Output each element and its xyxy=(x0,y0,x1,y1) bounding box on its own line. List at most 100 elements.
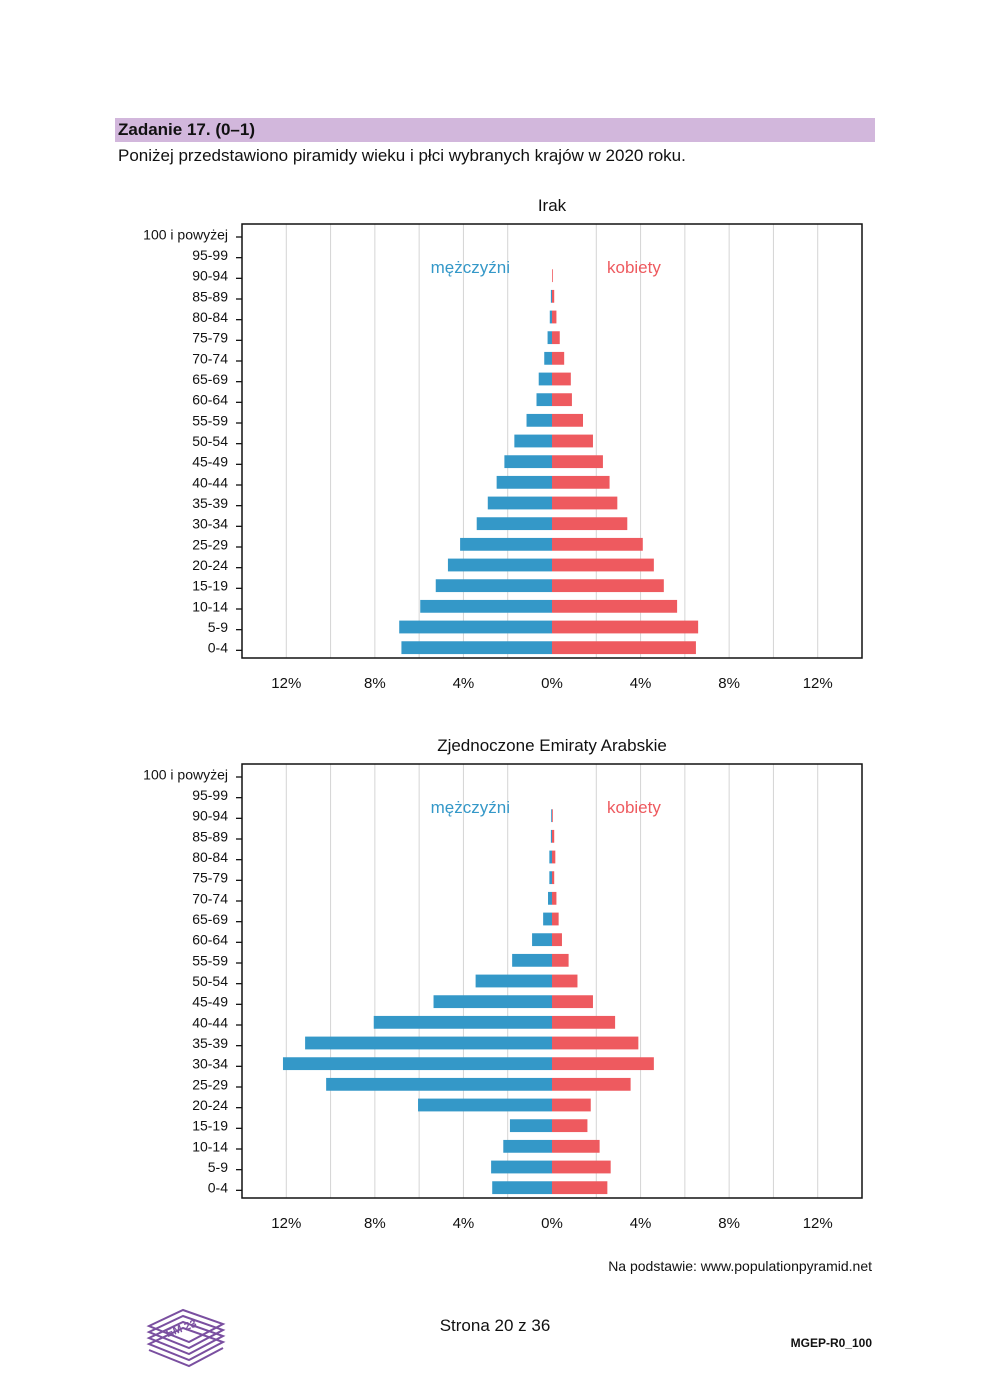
bar-female xyxy=(552,1139,600,1153)
document-code: MGEP-R0_100 xyxy=(790,1336,872,1350)
chart-title: Irak xyxy=(538,196,567,215)
legend-male: mężczyźni xyxy=(431,258,510,277)
bar-female xyxy=(552,1036,639,1050)
age-label: 45-49 xyxy=(192,994,228,1010)
legend-female: kobiety xyxy=(607,258,661,277)
x-tick-label: 8% xyxy=(364,675,386,692)
bar-male xyxy=(549,310,552,324)
age-label: 60-64 xyxy=(192,392,228,408)
age-label: 25-29 xyxy=(192,1076,228,1092)
plot-frame xyxy=(241,763,863,1199)
bar-male xyxy=(504,455,552,469)
bar-male xyxy=(538,372,552,386)
bar-female xyxy=(552,974,578,988)
bar-female xyxy=(552,1015,616,1029)
age-label: 0-4 xyxy=(208,1180,228,1196)
bar-male xyxy=(418,1098,552,1112)
bar-male xyxy=(282,1057,552,1071)
age-label: 65-69 xyxy=(192,371,228,387)
age-label: 0-4 xyxy=(208,640,228,656)
x-tick-label: 12% xyxy=(271,1215,301,1232)
x-tick-label: 0% xyxy=(541,1215,563,1232)
age-label: 15-19 xyxy=(192,1118,228,1134)
bar-male xyxy=(460,537,552,551)
bar-male xyxy=(373,1015,552,1029)
bar-male xyxy=(514,434,552,448)
bar-male xyxy=(476,517,552,531)
bar-female xyxy=(552,871,555,885)
age-label: 30-34 xyxy=(192,516,228,532)
bar-female xyxy=(552,809,553,823)
x-tick-label: 12% xyxy=(803,1215,833,1232)
age-label: 10-14 xyxy=(192,1138,228,1154)
age-label: 100 i powyżej xyxy=(143,226,228,242)
bar-female xyxy=(552,289,555,303)
age-label: 55-59 xyxy=(192,412,228,428)
bar-male xyxy=(447,558,552,572)
bar-female xyxy=(552,995,593,1009)
bar-male xyxy=(475,974,552,988)
bar-male xyxy=(305,1036,552,1050)
bar-female xyxy=(552,537,643,551)
age-label: 85-89 xyxy=(192,288,228,304)
bar-female xyxy=(552,475,610,489)
age-label: 90-94 xyxy=(192,268,228,284)
bar-male xyxy=(433,995,552,1009)
age-label: 5-9 xyxy=(208,619,228,635)
legend-male: mężczyźni xyxy=(431,798,510,817)
bar-female xyxy=(552,599,678,613)
bar-male xyxy=(401,641,552,655)
bar-male xyxy=(532,933,552,947)
age-label: 75-79 xyxy=(192,870,228,886)
age-label: 80-84 xyxy=(192,849,228,865)
age-label: 65-69 xyxy=(192,911,228,927)
bar-male xyxy=(526,413,552,427)
bar-female xyxy=(552,1098,591,1112)
bar-female xyxy=(552,393,572,407)
bar-male xyxy=(492,1181,552,1195)
age-label: 20-24 xyxy=(192,557,228,573)
bar-male xyxy=(551,809,552,823)
age-label: 25-29 xyxy=(192,536,228,552)
age-label: 40-44 xyxy=(192,474,228,490)
page-number: Strona 20 z 36 xyxy=(439,1316,551,1335)
bar-male xyxy=(547,331,552,345)
bar-male xyxy=(487,496,552,510)
bar-male xyxy=(550,829,552,843)
bar-male xyxy=(550,289,552,303)
chart-title: Zjednoczone Emiraty Arabskie xyxy=(437,736,667,755)
bar-female xyxy=(552,310,557,324)
x-tick-label: 8% xyxy=(718,675,740,692)
bar-male xyxy=(435,579,552,593)
bar-female xyxy=(552,351,565,365)
bar-female xyxy=(552,558,654,572)
bar-female xyxy=(552,912,559,926)
bar-female xyxy=(552,1119,588,1133)
age-label: 20-24 xyxy=(192,1097,228,1113)
bar-male xyxy=(326,1077,552,1091)
bar-male xyxy=(420,599,552,613)
bar-female xyxy=(552,933,562,947)
bar-male xyxy=(536,393,552,407)
age-label: 40-44 xyxy=(192,1014,228,1030)
age-label: 100 i powyżej xyxy=(143,766,228,782)
age-label: 15-19 xyxy=(192,578,228,594)
bar-male xyxy=(548,891,552,905)
age-label: 85-89 xyxy=(192,828,228,844)
x-tick-label: 4% xyxy=(453,1215,475,1232)
age-label: 90-94 xyxy=(192,808,228,824)
bar-female xyxy=(552,1077,631,1091)
bar-female xyxy=(552,850,556,864)
bar-male xyxy=(496,475,552,489)
age-label: 10-14 xyxy=(192,598,228,614)
bar-female xyxy=(552,496,618,510)
bar-male xyxy=(509,1119,552,1133)
age-label: 50-54 xyxy=(192,433,228,449)
bar-female xyxy=(552,1057,654,1071)
logo-text: EM 23 xyxy=(164,1318,198,1340)
source-note: Na podstawie: www.populationpyramid.net xyxy=(608,1258,872,1274)
task-header: Zadanie 17. (0–1) xyxy=(115,118,875,142)
task-intro: Poniżej przedstawiono piramidy wieku i p… xyxy=(118,146,686,165)
x-tick-label: 12% xyxy=(803,675,833,692)
age-label: 35-39 xyxy=(192,1035,228,1051)
